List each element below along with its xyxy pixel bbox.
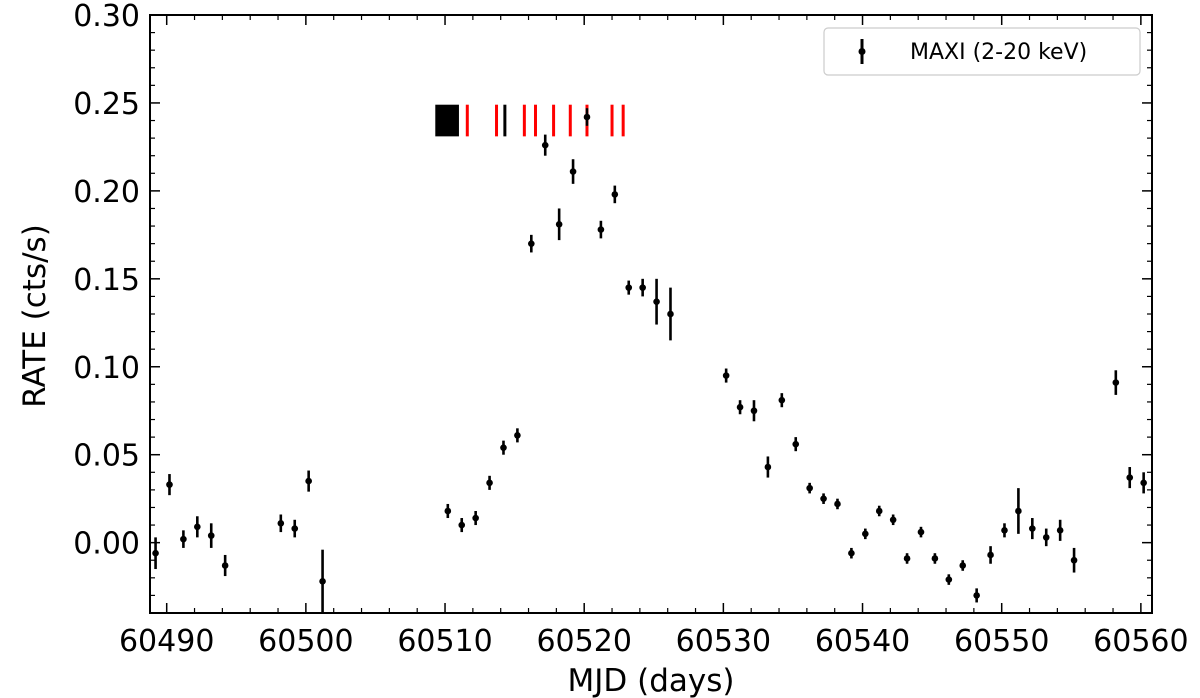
x-tick-label: 60500: [258, 624, 353, 659]
y-tick-label: 0.20: [73, 175, 140, 210]
observation-block: [435, 104, 459, 137]
data-point: [221, 562, 229, 569]
data-point: [458, 521, 466, 529]
data-point: [583, 113, 591, 121]
data-points: [152, 108, 1147, 613]
data-point: [305, 477, 312, 485]
data-point: [1126, 474, 1134, 481]
y-tick-label: 0.15: [73, 263, 140, 298]
data-point: [639, 284, 646, 291]
data-point: [514, 432, 521, 439]
data-point: [486, 479, 493, 487]
x-tick-label: 60490: [119, 624, 214, 659]
y-tick-label: 0.25: [73, 87, 140, 122]
data-point: [277, 520, 285, 527]
observation-markers: [435, 104, 625, 137]
data-point: [180, 535, 187, 543]
data-point: [889, 516, 897, 524]
data-point: [736, 403, 744, 411]
x-tick-label: 60550: [954, 624, 1049, 659]
x-axis-label: MJD (days): [568, 663, 735, 698]
data-point: [848, 549, 855, 557]
data-point: [1112, 379, 1120, 386]
data-point: [444, 507, 452, 515]
data-point: [500, 444, 507, 451]
data-point: [472, 514, 479, 522]
y-tick-label: 0.30: [73, 0, 140, 34]
data-point: [1056, 527, 1064, 534]
data-point: [875, 507, 883, 515]
axis-ticks: 60490 60500 60510 60520 60530 60540 60550 60560…: [73, 0, 1188, 659]
data-point: [1001, 527, 1008, 534]
y-tick-label: 0.00: [73, 527, 140, 562]
y-tick-label: 0.05: [73, 439, 140, 474]
data-point: [792, 440, 800, 448]
data-point: [1015, 507, 1022, 515]
data-point: [597, 226, 605, 233]
data-point: [764, 463, 772, 471]
plot-frame: [149, 14, 1153, 614]
data-point: [541, 141, 549, 149]
data-point: [862, 530, 869, 538]
y-tick-label: 0.10: [73, 351, 140, 386]
data-point: [959, 562, 967, 569]
data-point: [1140, 479, 1147, 487]
legend: MAXI (2-20 keV): [823, 27, 1141, 76]
data-point: [834, 500, 841, 508]
data-point: [291, 525, 299, 532]
data-point: [152, 549, 159, 557]
data-point: [820, 495, 827, 502]
data-point: [722, 372, 730, 379]
x-tick-label: 60510: [397, 624, 492, 659]
data-point: [973, 592, 980, 599]
data-point: [166, 481, 173, 488]
x-tick-label: 60540: [815, 624, 910, 659]
data-point: [1042, 534, 1050, 541]
data-point: [931, 555, 939, 562]
data-point: [903, 555, 911, 562]
legend-box: [823, 27, 1141, 76]
data-point: [319, 578, 326, 585]
legend-marker-point: [858, 48, 866, 55]
data-point: [555, 221, 563, 228]
data-point: [611, 191, 619, 198]
x-tick-label: 60520: [536, 624, 631, 659]
data-point: [667, 310, 674, 318]
data-point: [987, 551, 994, 559]
x-tick-label: 60530: [676, 624, 771, 659]
data-point: [625, 284, 633, 291]
data-point: [569, 168, 577, 175]
data-point: [1029, 525, 1036, 532]
data-point: [1070, 556, 1078, 564]
data-point: [778, 396, 786, 404]
data-point: [528, 240, 535, 247]
y-axis-label: RATE (cts/s): [17, 224, 53, 408]
data-point: [917, 528, 925, 536]
data-point: [806, 484, 813, 492]
legend-label: MAXI (2-20 keV): [910, 40, 1087, 65]
data-point: [207, 532, 215, 539]
data-point: [750, 407, 758, 415]
x-tick-label: 60560: [1093, 624, 1188, 659]
data-point: [945, 576, 953, 583]
data-point: [194, 523, 201, 531]
data-point: [653, 298, 660, 305]
